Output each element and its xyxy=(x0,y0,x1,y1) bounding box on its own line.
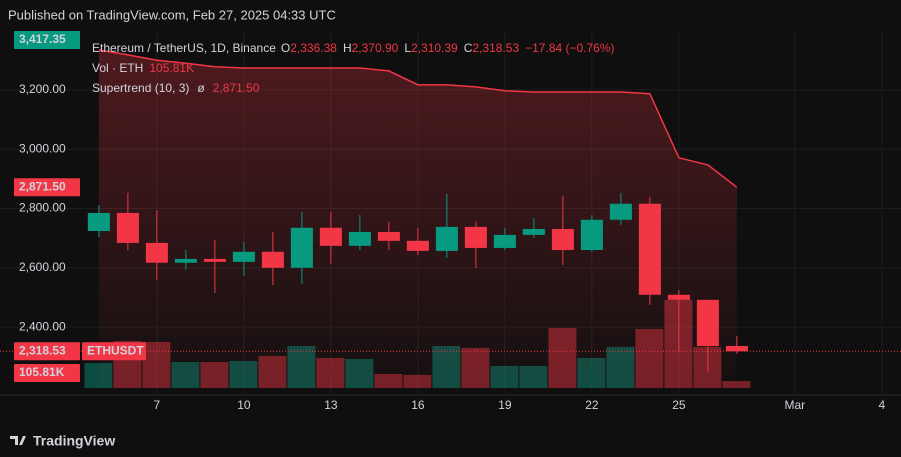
x-tick-label: 10 xyxy=(237,398,251,412)
legend-key: H xyxy=(343,41,352,55)
candle-body xyxy=(406,240,429,251)
candle-body xyxy=(232,251,255,262)
x-tick-label: 22 xyxy=(585,398,599,412)
supertrend-band xyxy=(98,49,737,388)
legend-supertrend-name: Supertrend (10, 3) xyxy=(92,81,189,95)
legend-change: −17.84 (−0.76%) xyxy=(525,41,614,55)
brand: TradingView xyxy=(10,433,115,449)
legend-supertrend-symbol: ø xyxy=(197,81,205,95)
legend-key: O xyxy=(281,41,290,55)
symbol-badge-bg xyxy=(82,342,146,361)
candle-body xyxy=(145,242,168,263)
candle-body xyxy=(580,219,603,251)
legend-volume-value: 105.81K xyxy=(149,61,194,75)
y-tick-label: 2,600.00 xyxy=(19,260,66,274)
x-tick-label: 19 xyxy=(498,398,512,412)
legend-value: 2,310.39 xyxy=(411,41,458,55)
legend-key: C xyxy=(464,41,473,55)
legend-title: Ethereum / TetherUS, 1D, Binance xyxy=(92,41,276,55)
candle-body xyxy=(551,228,574,251)
candle-body xyxy=(464,226,487,248)
candle-body xyxy=(116,212,139,243)
legend-row: Ethereum / TetherUS, 1D, Binance O2,336.3… xyxy=(92,41,615,55)
x-tick-label: 25 xyxy=(672,398,686,412)
candle-body xyxy=(493,234,516,248)
candle-body xyxy=(87,212,110,232)
x-tick-label: 4 xyxy=(879,398,886,412)
y-tick-label: 2,800.00 xyxy=(19,201,66,215)
high-badge: 3,417.35 xyxy=(19,32,66,46)
legend-row: Vol · ETH 105.81K xyxy=(92,61,194,75)
legend-supertrend-value: 2,871.50 xyxy=(213,81,260,95)
candle-body xyxy=(348,231,371,246)
x-tick-label: 7 xyxy=(154,398,161,412)
candle-body xyxy=(174,258,197,263)
published-note: Published on TradingView.com, Feb 27, 20… xyxy=(8,7,336,22)
volume-badge-bg xyxy=(14,363,80,382)
axis-layer: 7 10 13 16 19 22 25 Mar 4 2,400.00 2,600.00 2,800.0… xyxy=(0,31,901,412)
high-badge-bg xyxy=(14,31,80,49)
candle-body xyxy=(377,231,400,241)
candle-body xyxy=(435,226,458,251)
legend-key: L xyxy=(404,41,411,55)
brand-logo xyxy=(10,436,26,445)
volume-badge: 105.81K xyxy=(19,365,65,379)
legend-volume-name: Vol · ETH xyxy=(92,61,143,75)
x-tick-label: 13 xyxy=(324,398,338,412)
supertrend-line xyxy=(98,49,738,188)
candle-body xyxy=(638,203,661,295)
legend-value: 2,318.53 xyxy=(472,41,519,55)
candle-body xyxy=(290,227,313,268)
legend-value: 2,370.90 xyxy=(352,41,399,55)
brand-name: TradingView xyxy=(33,433,115,449)
last-price-badge: 2,318.53 xyxy=(19,343,66,357)
x-tick-label: 16 xyxy=(411,398,425,412)
candle-body xyxy=(696,299,719,347)
candle-body xyxy=(203,258,226,262)
candle-body xyxy=(522,228,545,235)
last-price-badge-bg xyxy=(14,342,80,361)
y-tick-label: 3,000.00 xyxy=(19,141,66,155)
legend-row: Supertrend (10, 3) ø 2,871.50 xyxy=(92,81,260,95)
candle-body xyxy=(667,294,690,300)
candle-body xyxy=(319,227,342,246)
x-tick-label: Mar xyxy=(785,398,806,412)
supertrend-badge-bg xyxy=(14,178,80,197)
candle-body xyxy=(725,345,748,352)
candle-body xyxy=(261,251,284,268)
candle-body xyxy=(609,203,632,220)
symbol-badge: ETHUSDT xyxy=(87,343,144,357)
y-tick-label: 2,400.00 xyxy=(19,319,66,333)
supertrend-badge: 2,871.50 xyxy=(19,179,66,193)
supertrend-layer xyxy=(98,49,738,388)
legend-value: 2,336.38 xyxy=(290,41,337,55)
y-tick-label: 3,200.00 xyxy=(19,82,66,96)
candle-layer xyxy=(87,192,748,372)
